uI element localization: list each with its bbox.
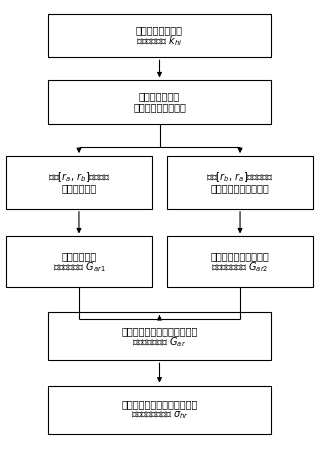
Text: 环形叠加阀片的: 环形叠加阀片的	[139, 92, 180, 101]
Text: 均布压力下的力学模型: 均布压力下的力学模型	[211, 183, 270, 193]
Text: 下的径向应力计算 $\sigma_{hr}$: 下的径向应力计算 $\sigma_{hr}$	[130, 409, 189, 421]
FancyBboxPatch shape	[167, 236, 313, 287]
FancyBboxPatch shape	[6, 236, 152, 287]
FancyBboxPatch shape	[48, 312, 271, 360]
Text: 均布压力下的: 均布压力下的	[61, 251, 97, 261]
Text: 区间[$r_a$, $r_b$]均布压力: 区间[$r_a$, $r_b$]均布压力	[48, 170, 110, 184]
FancyBboxPatch shape	[48, 80, 271, 124]
Text: 下的力学模型: 下的力学模型	[61, 183, 97, 193]
Text: 环形叠加阀片在非均布压力下: 环形叠加阀片在非均布压力下	[121, 326, 198, 336]
Text: 的径向应力系数 $G_{ar2}$: 的径向应力系数 $G_{ar2}$	[211, 260, 269, 274]
Text: 非均布压力力学模型: 非均布压力力学模型	[133, 103, 186, 112]
FancyBboxPatch shape	[48, 14, 271, 57]
FancyBboxPatch shape	[167, 156, 313, 209]
Text: 厚度比例系数 $k_{hi}$: 厚度比例系数 $k_{hi}$	[136, 34, 183, 48]
Text: 各环形叠加阀片的: 各环形叠加阀片的	[136, 25, 183, 35]
Text: 反向线性非均布压力下: 反向线性非均布压力下	[211, 251, 270, 261]
FancyBboxPatch shape	[6, 156, 152, 209]
FancyBboxPatch shape	[48, 386, 271, 434]
Text: 区间[$r_b$, $r_a$]反向线性非: 区间[$r_b$, $r_a$]反向线性非	[206, 170, 274, 184]
Text: 径向应力系数 $G_{ar1}$: 径向应力系数 $G_{ar1}$	[53, 260, 105, 274]
Text: 各环形叠加阀片在非均布压力: 各环形叠加阀片在非均布压力	[121, 399, 198, 409]
Text: 的径向应力系数 $G_{ar}$: 的径向应力系数 $G_{ar}$	[132, 335, 187, 349]
